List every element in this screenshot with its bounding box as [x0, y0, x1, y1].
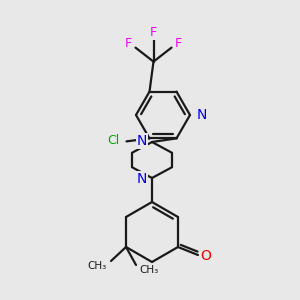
Text: O: O	[200, 249, 211, 263]
Text: N: N	[197, 108, 207, 122]
Text: F: F	[175, 37, 182, 50]
Text: F: F	[150, 26, 157, 39]
Text: CH₃: CH₃	[139, 265, 158, 275]
Text: CH₃: CH₃	[88, 261, 107, 271]
Text: Cl: Cl	[107, 134, 119, 147]
Text: N: N	[136, 134, 147, 148]
Text: N: N	[136, 172, 147, 186]
Text: F: F	[125, 37, 132, 50]
